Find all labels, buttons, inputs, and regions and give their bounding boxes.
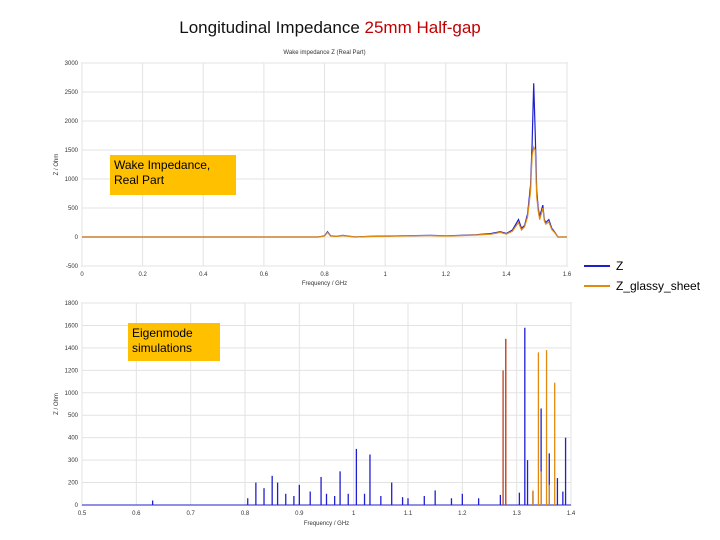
x-tick-label-bottom: 1.4 — [567, 511, 576, 517]
legend-label-z: Z — [616, 259, 624, 273]
y-tick-label-bottom: 0 — [75, 503, 79, 509]
x-tick-label-top: 0.6 — [260, 272, 269, 278]
legend: Z Z_glassy_sheet — [584, 256, 714, 296]
x-axis-label-top: Frequency / GHz — [302, 281, 347, 287]
x-tick-label-top: 0.8 — [320, 272, 329, 278]
y-tick-label-top: 0 — [75, 235, 79, 241]
y-tick-label-bottom: 200 — [68, 481, 79, 487]
x-tick-label-top: 1.4 — [502, 272, 511, 278]
series-line-z-glassy-sheet — [82, 145, 567, 238]
x-tick-label-bottom: 0.5 — [78, 511, 87, 517]
legend-label-glassy: Z_glassy_sheet — [616, 279, 701, 293]
x-tick-label-top: 0.2 — [138, 272, 147, 278]
slide-title-main: Longitudinal Impedance — [179, 18, 365, 37]
callout-eigenmode: Eigenmode simulations — [128, 323, 220, 361]
x-tick-label-bottom: 1 — [352, 511, 356, 517]
y-axis-label-bottom: Z / Ohm — [54, 393, 60, 415]
slide-title-accent: 25mm Half-gap — [364, 18, 481, 37]
y-tick-label-bottom: 1600 — [65, 323, 79, 329]
y-axis-label-top: Z / Ohm — [54, 154, 60, 176]
x-axis-label-bottom: Frequency / GHz — [304, 521, 349, 527]
y-tick-label-bottom: 400 — [68, 436, 79, 442]
y-tick-label-bottom: 1200 — [65, 368, 79, 374]
x-tick-label-bottom: 0.8 — [241, 511, 250, 517]
x-tick-label-top: 1.6 — [563, 272, 572, 278]
y-tick-label-bottom: 300 — [68, 458, 79, 464]
legend-swatch-glassy — [584, 285, 610, 287]
legend-swatch-z — [584, 265, 610, 267]
x-tick-label-bottom: 1.3 — [512, 511, 521, 517]
x-tick-label-top: 0.4 — [199, 272, 208, 278]
x-tick-label-top: 1 — [383, 272, 387, 278]
y-tick-label-bottom: 1800 — [65, 301, 79, 307]
y-tick-label-top: 1000 — [65, 177, 79, 183]
x-tick-label-bottom: 1.1 — [404, 511, 413, 517]
chart-title-top: Wake impedance Z (Real Part) — [283, 50, 365, 56]
x-tick-label-bottom: 0.9 — [295, 511, 304, 517]
x-tick-label-bottom: 0.6 — [132, 511, 141, 517]
callout-wake-impedance: Wake Impedance, Real Part — [110, 155, 236, 195]
y-tick-label-top: 2500 — [65, 90, 79, 96]
y-tick-label-top: 3000 — [65, 61, 79, 67]
y-tick-label-top: -500 — [66, 264, 79, 270]
legend-entry-z: Z — [584, 256, 714, 276]
y-tick-label-bottom: 1400 — [65, 346, 79, 352]
x-tick-label-top: 0 — [80, 272, 84, 278]
slide-title: Longitudinal Impedance 25mm Half-gap — [0, 18, 660, 38]
y-tick-label-bottom: 1000 — [65, 391, 79, 397]
y-tick-label-top: 2000 — [65, 119, 79, 125]
x-tick-label-bottom: 1.2 — [458, 511, 467, 517]
x-tick-label-bottom: 0.7 — [186, 511, 195, 517]
y-tick-label-top: 500 — [68, 206, 79, 212]
legend-entry-glassy: Z_glassy_sheet — [584, 276, 714, 296]
y-tick-label-bottom: 500 — [68, 413, 79, 419]
y-tick-label-top: 1500 — [65, 148, 79, 154]
x-tick-label-top: 1.2 — [442, 272, 451, 278]
